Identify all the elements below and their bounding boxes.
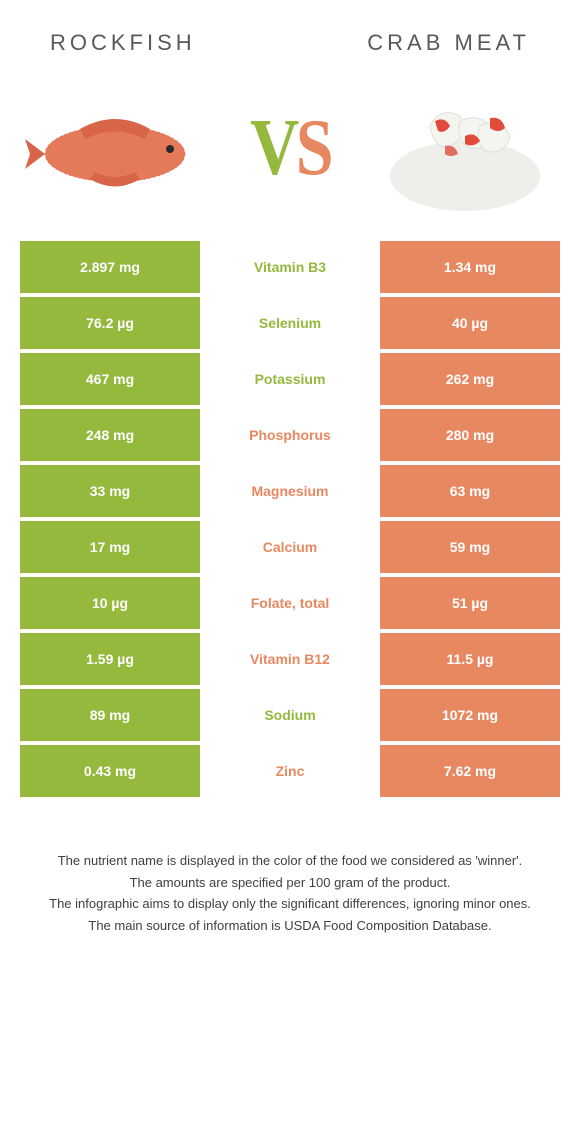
value-left: 0.43 mg (20, 745, 200, 797)
table-row: 10 µgFolate, total51 µg (20, 577, 560, 629)
table-row: 76.2 µgSelenium40 µg (20, 297, 560, 349)
value-left: 467 mg (20, 353, 200, 405)
table-row: 248 mgPhosphorus280 mg (20, 409, 560, 461)
value-left: 33 mg (20, 465, 200, 517)
table-row: 2.897 mgVitamin B31.34 mg (20, 241, 560, 293)
footnote-line: The amounts are specified per 100 gram o… (30, 873, 550, 893)
table-row: 17 mgCalcium59 mg (20, 521, 560, 573)
value-left: 248 mg (20, 409, 200, 461)
nutrient-label: Zinc (200, 745, 380, 797)
value-left: 17 mg (20, 521, 200, 573)
comparison-table: 2.897 mgVitamin B31.34 mg76.2 µgSelenium… (0, 241, 580, 797)
table-row: 467 mgPotassium262 mg (20, 353, 560, 405)
nutrient-label: Calcium (200, 521, 380, 573)
crabmeat-image (370, 76, 560, 221)
table-row: 1.59 µgVitamin B1211.5 µg (20, 633, 560, 685)
value-right: 1072 mg (380, 689, 560, 741)
value-right: 1.34 mg (380, 241, 560, 293)
table-row: 0.43 mgZinc7.62 mg (20, 745, 560, 797)
value-right: 280 mg (380, 409, 560, 461)
value-right: 7.62 mg (380, 745, 560, 797)
footnote-line: The infographic aims to display only the… (30, 894, 550, 914)
nutrient-label: Potassium (200, 353, 380, 405)
nutrient-label: Vitamin B12 (200, 633, 380, 685)
table-row: 89 mgSodium1072 mg (20, 689, 560, 741)
value-left: 2.897 mg (20, 241, 200, 293)
value-right: 59 mg (380, 521, 560, 573)
nutrient-label: Folate, total (200, 577, 380, 629)
value-left: 10 µg (20, 577, 200, 629)
nutrient-label: Vitamin B3 (200, 241, 380, 293)
value-left: 89 mg (20, 689, 200, 741)
footnote-line: The nutrient name is displayed in the co… (30, 851, 550, 871)
value-left: 1.59 µg (20, 633, 200, 685)
value-right: 40 µg (380, 297, 560, 349)
footnote-line: The main source of information is USDA F… (30, 916, 550, 936)
food-right-title: Crab meat (367, 30, 530, 56)
nutrient-label: Magnesium (200, 465, 380, 517)
value-right: 63 mg (380, 465, 560, 517)
value-left: 76.2 µg (20, 297, 200, 349)
food-left-title: Rockfish (50, 30, 196, 56)
nutrient-label: Selenium (200, 297, 380, 349)
nutrient-label: Phosphorus (200, 409, 380, 461)
value-right: 262 mg (380, 353, 560, 405)
vs-label: VS (250, 103, 330, 194)
footnote: The nutrient name is displayed in the co… (0, 801, 580, 935)
header: Rockfish Crab meat (0, 0, 580, 76)
images-row: VS (0, 76, 580, 241)
value-right: 11.5 µg (380, 633, 560, 685)
table-row: 33 mgMagnesium63 mg (20, 465, 560, 517)
value-right: 51 µg (380, 577, 560, 629)
nutrient-label: Sodium (200, 689, 380, 741)
rockfish-image (20, 76, 210, 221)
